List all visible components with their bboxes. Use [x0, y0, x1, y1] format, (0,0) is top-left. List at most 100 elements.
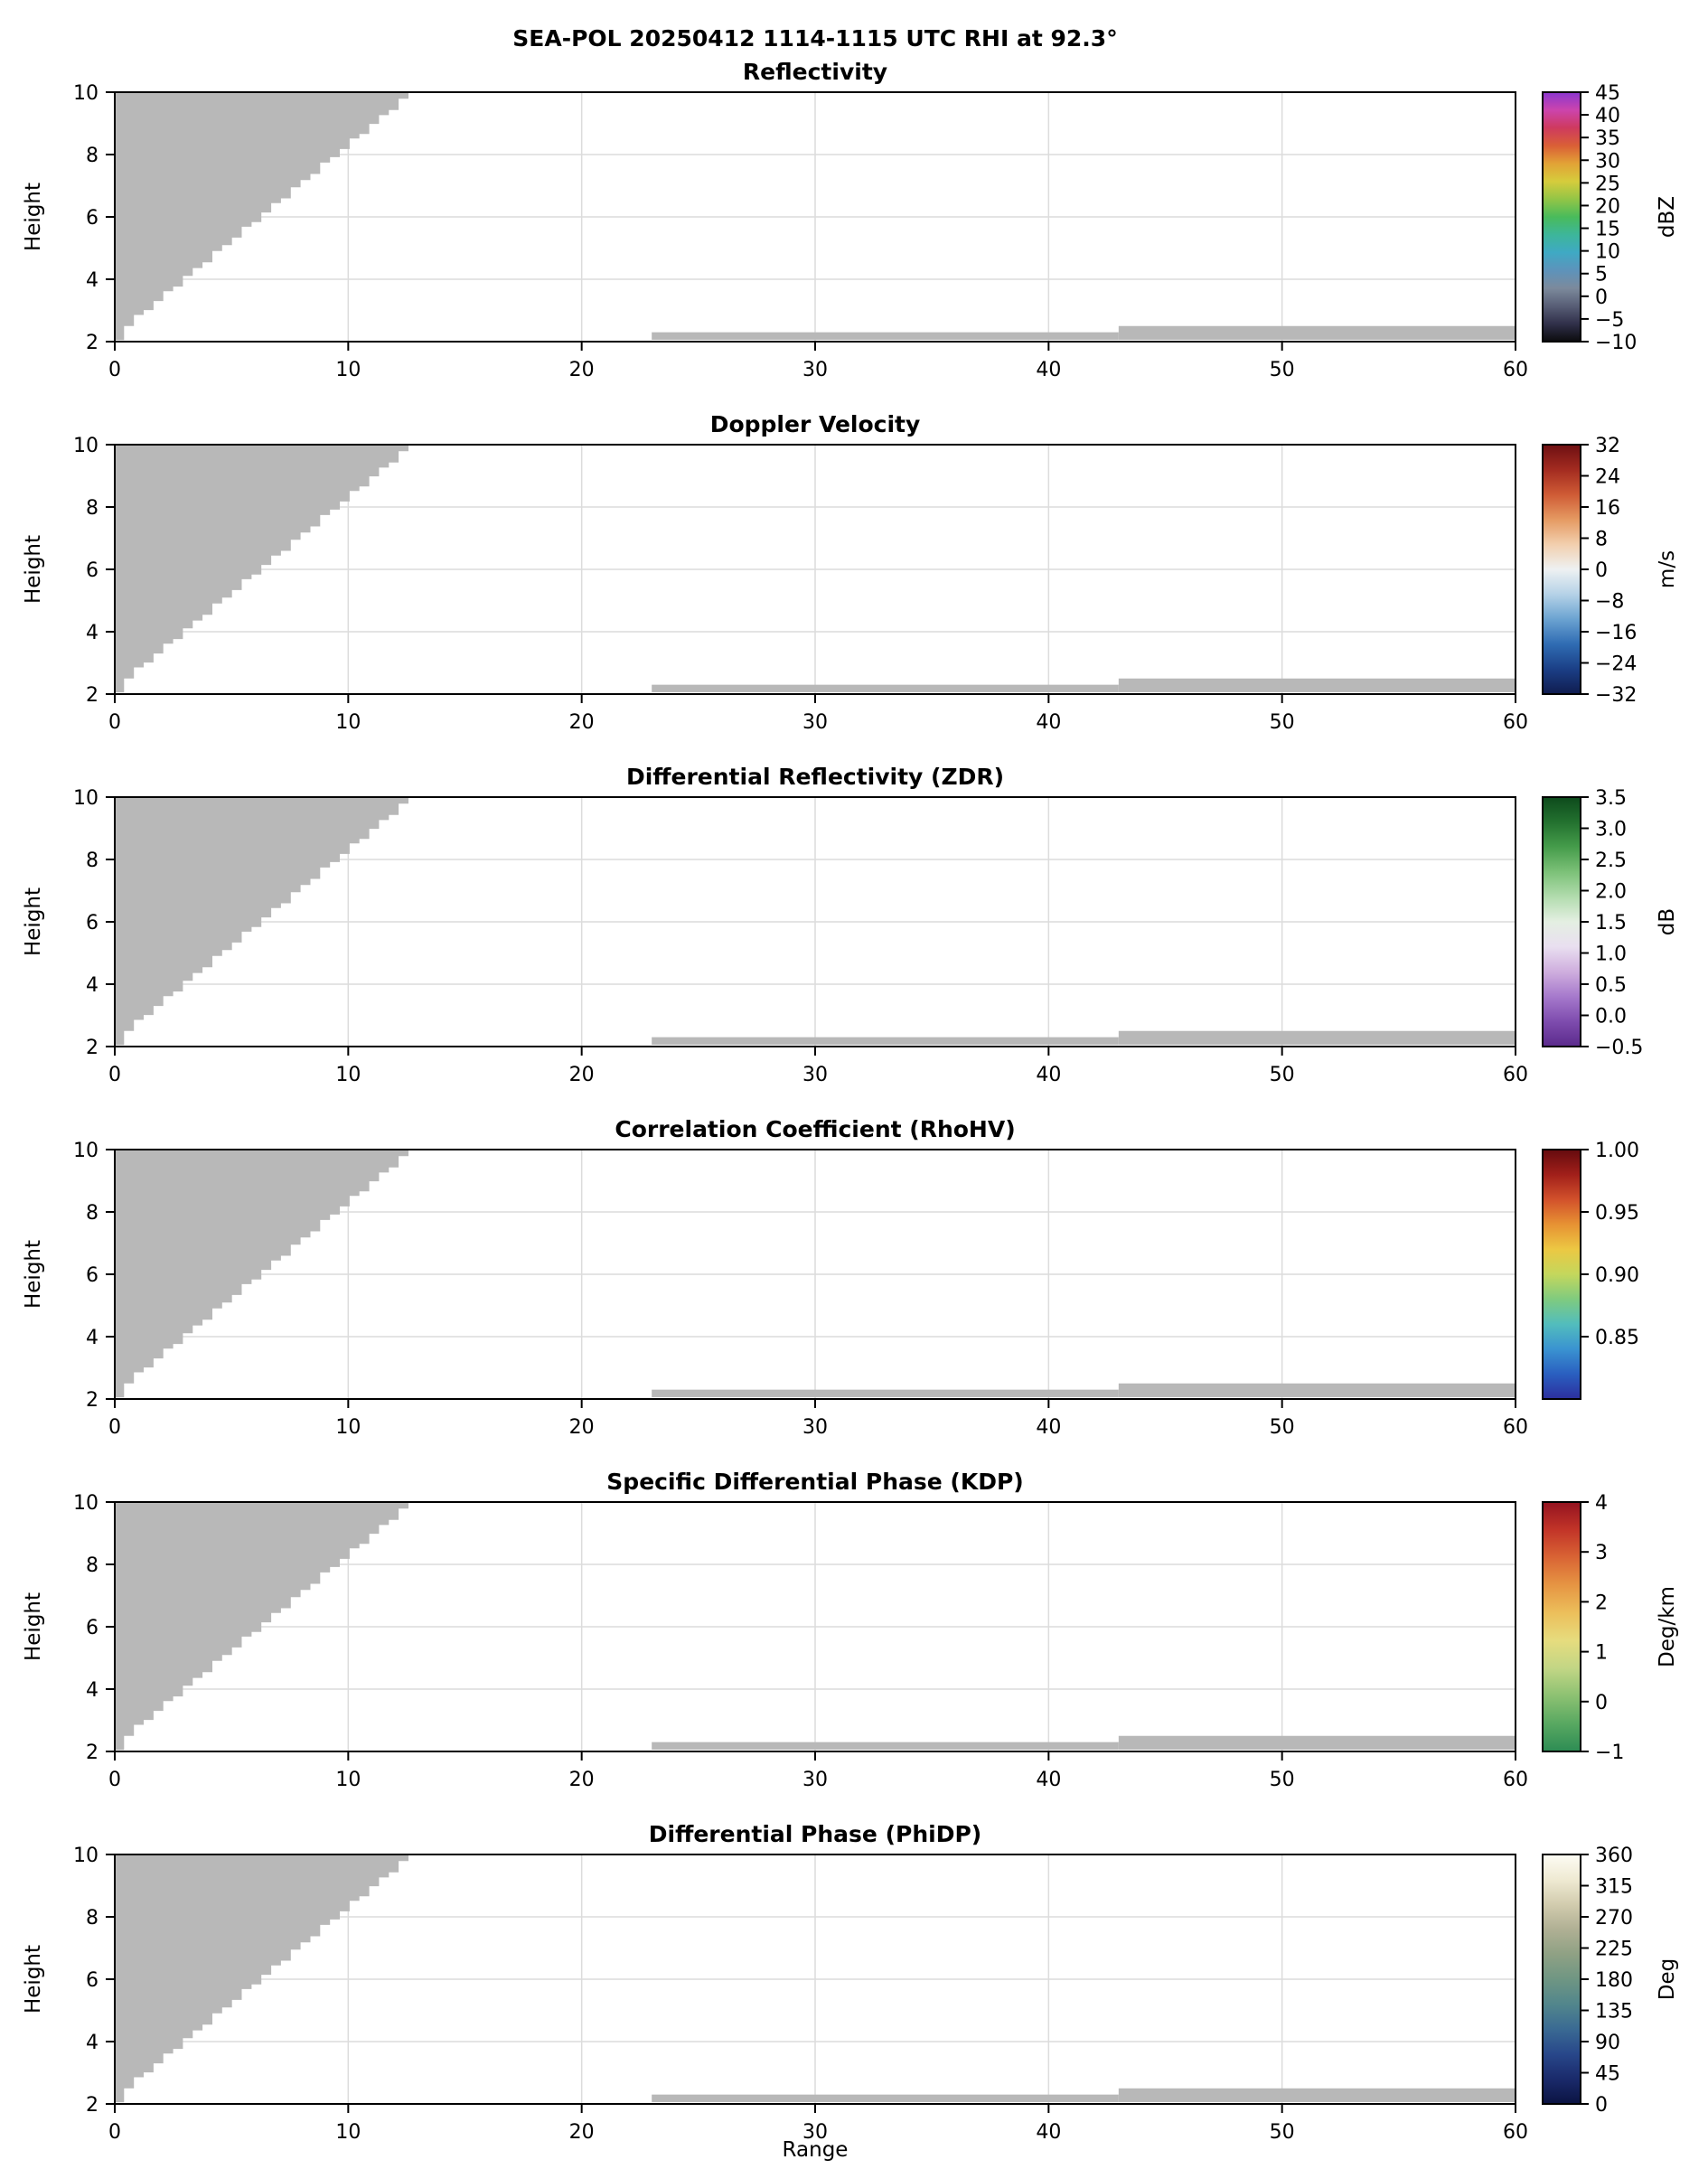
x-tick-label: 0	[108, 1769, 121, 1791]
y-tick-label: 4	[86, 269, 99, 292]
colorbar-unit-label: dBZ	[1656, 196, 1679, 238]
masked-region-wedge	[115, 797, 418, 1046]
colorbar-tick-label: −16	[1595, 622, 1637, 644]
panel-title: Correlation Coefficient (RhoHV)	[615, 1116, 1015, 1142]
x-tick-label: 10	[335, 1416, 361, 1439]
x-tick-label: 50	[1270, 1416, 1295, 1439]
colorbar-tick-label: 0.85	[1595, 1327, 1639, 1349]
colorbar-tick-label: −1	[1595, 1742, 1624, 1764]
colorbar-tick-label: 1.5	[1595, 912, 1627, 934]
x-tick-label: 30	[802, 1769, 828, 1791]
x-tick-label: 40	[1036, 711, 1061, 734]
figure-suptitle: SEA-POL 20250412 1114-1115 UTC RHI at 92…	[512, 25, 1118, 52]
y-tick-label: 2	[86, 684, 99, 707]
panel-title: Reflectivity	[743, 59, 887, 85]
colorbar-tick-label: 0.90	[1595, 1264, 1639, 1287]
panel-phidp: Differential Phase (PhiDP)0 10 20 30 40 50 602…	[22, 1821, 1679, 2144]
x-tick-label: 0	[108, 2121, 121, 2144]
x-tick-label: 50	[1270, 1769, 1295, 1791]
x-tick-label: 50	[1270, 711, 1295, 734]
colorbar-tick-label: 0	[1595, 1692, 1608, 1714]
x-tick-label: 0	[108, 711, 121, 734]
y-tick-label: 8	[86, 145, 99, 167]
colorbar-tick-label: 225	[1595, 1939, 1633, 1961]
masked-region-strip	[652, 1742, 1119, 1750]
x-tick-label: 0	[108, 1064, 121, 1086]
x-tick-label: 40	[1036, 1769, 1061, 1791]
colorbar-tick-label: 5	[1595, 264, 1608, 286]
masked-region-strip	[1118, 1383, 1516, 1397]
colorbar-tick-label: −8	[1595, 591, 1624, 614]
colorbar-tick-label: 270	[1595, 1907, 1633, 1930]
y-tick-label: 8	[86, 497, 99, 520]
y-tick-label: 6	[86, 1969, 99, 1992]
colorbar-tick-label: 45	[1595, 2063, 1620, 2086]
panel-kdp: Specific Differential Phase (KDP)0 10 20 30…	[22, 1469, 1679, 1791]
panel-title: Differential Phase (PhiDP)	[649, 1821, 981, 1847]
masked-region-strip	[652, 2094, 1119, 2102]
x-axis-title: Range	[782, 2138, 849, 2162]
x-tick-label: 60	[1503, 711, 1528, 734]
masked-region-strip	[652, 1037, 1119, 1045]
y-tick-label: 4	[86, 2032, 99, 2054]
x-tick-label: 20	[569, 2121, 595, 2144]
panel-title: Doppler Velocity	[710, 411, 921, 437]
colorbar-tick-label: 35	[1595, 127, 1620, 150]
y-tick-label: 10	[73, 787, 99, 810]
masked-region-strip	[652, 332, 1119, 340]
colorbar-tick-label: −32	[1595, 684, 1637, 707]
panel-rhohv: Correlation Coefficient (RhoHV)0 10 20 30 40…	[22, 1116, 1639, 1439]
x-tick-label: 40	[1036, 2121, 1061, 2144]
colorbar-tick-label: 4	[1595, 1492, 1608, 1515]
colorbar	[1542, 91, 1581, 343]
x-tick-label: 60	[1503, 2121, 1528, 2144]
masked-region-strip	[1118, 325, 1516, 340]
y-tick-label: 6	[86, 559, 99, 582]
colorbar-tick-label: 32	[1595, 435, 1620, 457]
colorbar	[1542, 1854, 1581, 2105]
panel-title: Differential Reflectivity (ZDR)	[626, 764, 1004, 790]
colorbar-tick-label: 180	[1595, 1969, 1633, 1992]
y-tick-label: 6	[86, 207, 99, 230]
colorbar	[1542, 796, 1581, 1047]
masked-region-wedge	[115, 445, 418, 693]
colorbar-unit-label: Deg/km	[1656, 1586, 1679, 1667]
y-tick-label: 8	[86, 1907, 99, 1930]
colorbar-tick-label: 10	[1595, 241, 1620, 264]
x-tick-label: 50	[1270, 1064, 1295, 1086]
x-tick-label: 30	[802, 711, 828, 734]
y-tick-label: 2	[86, 1037, 99, 1059]
colorbar-tick-label: 0	[1595, 286, 1608, 309]
y-tick-label: 10	[73, 1492, 99, 1515]
x-tick-label: 20	[569, 1064, 595, 1086]
y-tick-label: 8	[86, 1202, 99, 1225]
colorbar-tick-label: 0.95	[1595, 1202, 1639, 1225]
y-tick-label: 10	[73, 1140, 99, 1162]
colorbar-tick-label: 2.0	[1595, 881, 1627, 904]
colorbar-tick-label: 8	[1595, 529, 1608, 551]
x-tick-label: 20	[569, 1769, 595, 1791]
y-tick-label: 10	[73, 82, 99, 105]
x-tick-label: 30	[802, 1416, 828, 1439]
colorbar-tick-label: 90	[1595, 2032, 1620, 2054]
x-tick-label: 10	[335, 359, 361, 381]
x-tick-label: 20	[569, 359, 595, 381]
x-tick-label: 10	[335, 2121, 361, 2144]
y-tick-label: 2	[86, 332, 99, 354]
y-tick-label: 2	[86, 1389, 99, 1412]
colorbar-tick-label: −10	[1595, 332, 1637, 354]
colorbar	[1542, 444, 1581, 695]
colorbar-tick-label: 2.5	[1595, 850, 1627, 872]
y-axis-title: Height	[22, 1945, 45, 2014]
colorbar-tick-label: 24	[1595, 466, 1620, 489]
y-tick-label: 2	[86, 2094, 99, 2117]
colorbar	[1542, 1149, 1581, 1400]
x-tick-label: 60	[1503, 1769, 1528, 1791]
colorbar-tick-label: 16	[1595, 497, 1620, 520]
x-tick-label: 10	[335, 1769, 361, 1791]
colorbar-tick-label: −24	[1595, 653, 1637, 676]
colorbar-tick-label: −5	[1595, 309, 1624, 332]
y-axis-title: Height	[22, 887, 45, 956]
